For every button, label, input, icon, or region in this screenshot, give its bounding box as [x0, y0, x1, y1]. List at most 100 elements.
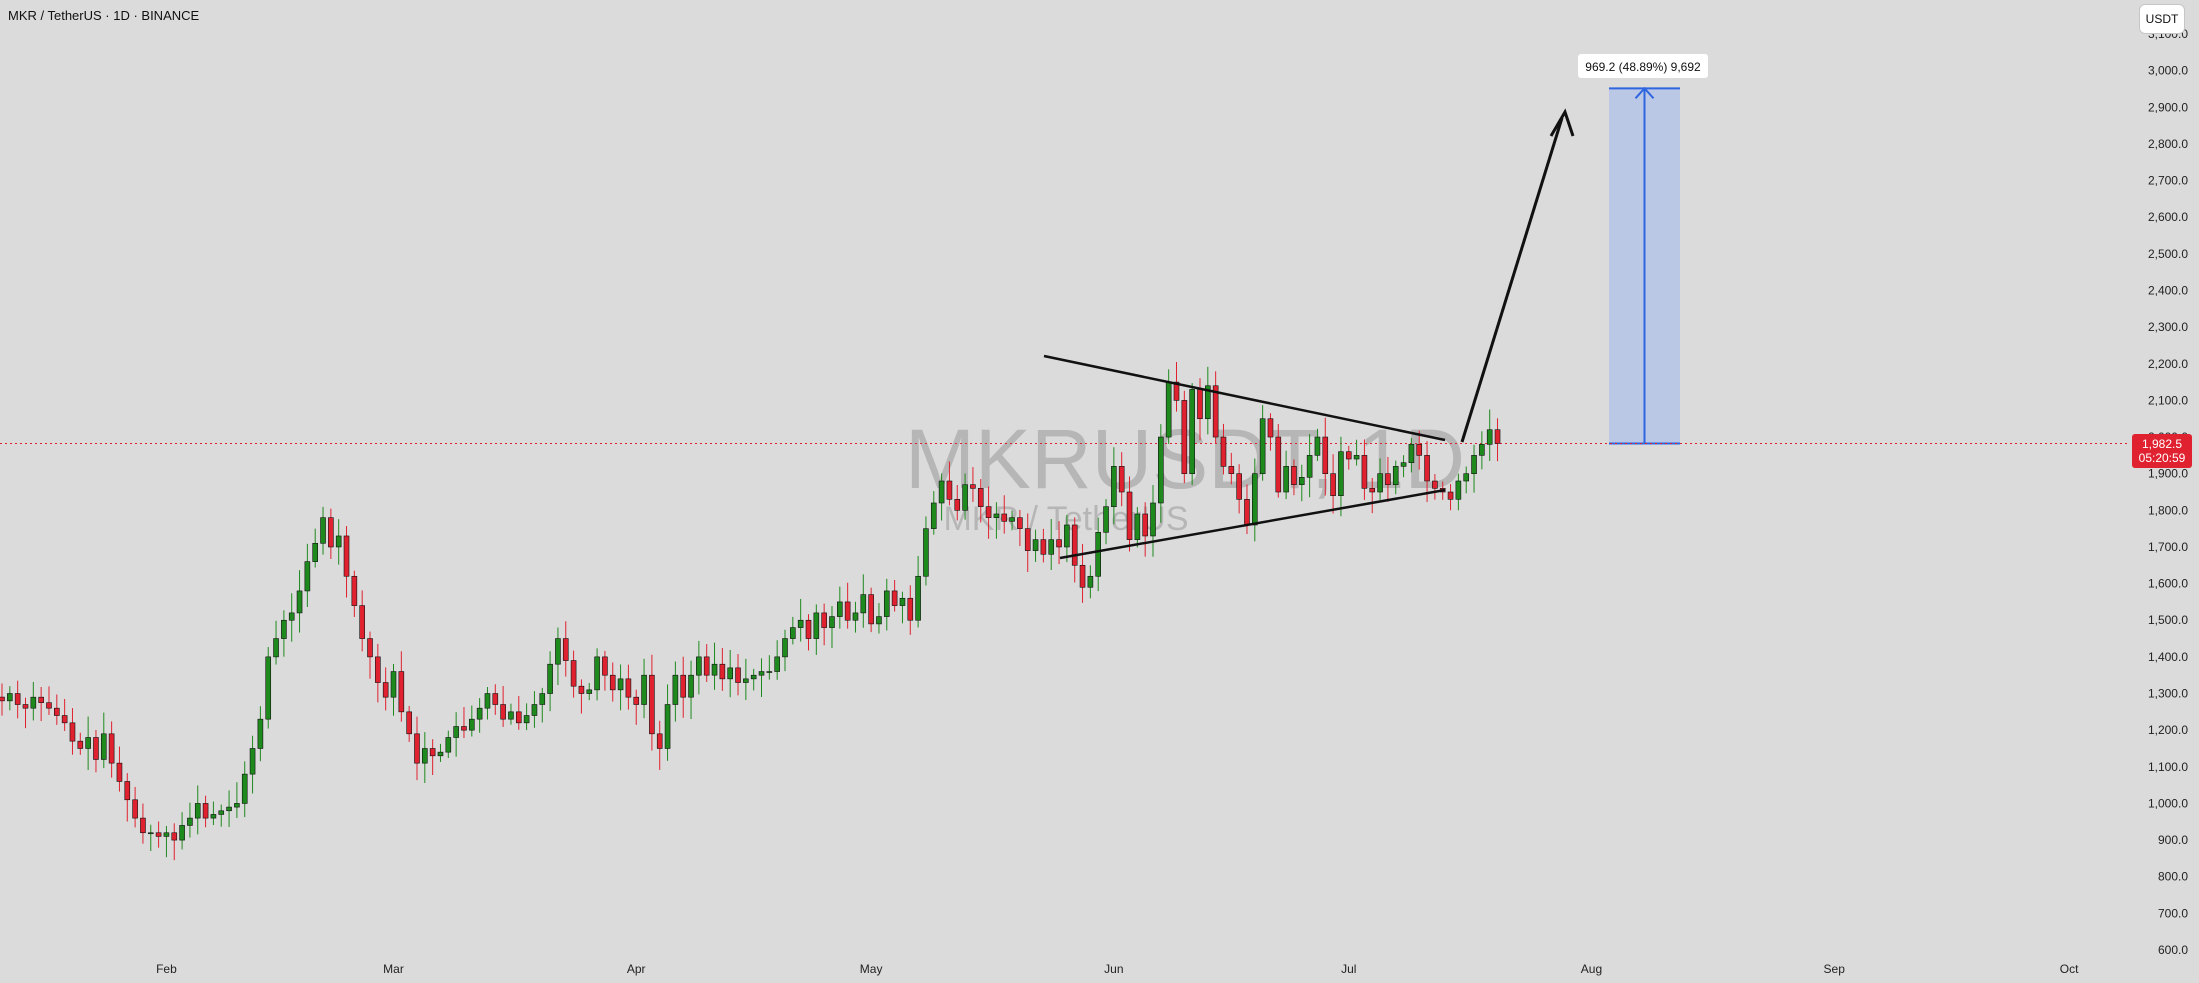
candle: [140, 803, 146, 844]
candle: [531, 691, 538, 728]
candle: [562, 621, 569, 677]
candle: [743, 658, 749, 700]
price-target-range[interactable]: 969.2 (48.89%) 9,692: [1578, 54, 1708, 445]
candle: [1040, 528, 1047, 563]
candle: [570, 650, 577, 698]
target-label: 969.2 (48.89%) 9,692: [1585, 60, 1701, 74]
candle: [304, 543, 311, 607]
candle: [868, 587, 874, 633]
candle: [296, 570, 303, 633]
candle: [500, 685, 506, 727]
candle: [320, 506, 326, 555]
y-tick-label: 600.0: [2158, 943, 2188, 957]
candle: [226, 790, 232, 827]
x-tick-label: Sep: [1824, 962, 1846, 976]
symbol-title: MKR / TetherUS · 1D · BINANCE: [8, 8, 200, 23]
candle: [1494, 418, 1501, 462]
candle: [1126, 476, 1133, 552]
candle: [100, 712, 107, 769]
candle: [1173, 361, 1180, 412]
time-axis[interactable]: Feb Mar Apr May Jun Jul Aug Sep Oct: [156, 962, 2079, 976]
triangle-upper-trendline[interactable]: [1043, 354, 1446, 442]
triangle-lower-trendline[interactable]: [1059, 488, 1446, 560]
candle: [758, 658, 765, 698]
candle: [578, 679, 585, 714]
candle: [476, 698, 483, 733]
candle: [930, 491, 937, 535]
candle: [656, 720, 663, 770]
candle: [727, 649, 733, 698]
candle: [163, 825, 170, 858]
candle: [1181, 390, 1188, 484]
candle: [1361, 439, 1368, 500]
candle: [790, 616, 796, 645]
candle: [422, 732, 428, 783]
candle: [617, 664, 624, 711]
candle: [406, 705, 412, 742]
candle: [1486, 409, 1493, 461]
candle: [492, 684, 499, 715]
candle: [688, 660, 694, 720]
x-tick-label: Oct: [2060, 962, 2079, 976]
y-tick-label: 1,800.0: [2148, 503, 2188, 517]
candle: [1017, 509, 1023, 547]
candle: [899, 591, 906, 624]
candle: [1056, 521, 1062, 565]
candle: [711, 642, 718, 690]
y-tick-label: 900.0: [2158, 833, 2188, 847]
candle: [821, 603, 827, 646]
currency-button[interactable]: USDT: [2139, 4, 2185, 34]
y-tick-label: 800.0: [2158, 870, 2188, 884]
breakout-arrow-line[interactable]: [1460, 117, 1564, 443]
candle: [1095, 517, 1101, 592]
candle: [273, 620, 279, 665]
candle: [77, 732, 84, 755]
candle: [555, 627, 561, 686]
candle: [508, 703, 514, 725]
candle: [61, 698, 68, 731]
candle: [453, 712, 459, 757]
candle: [1150, 485, 1156, 557]
candle: [750, 668, 757, 691]
y-tick-label: 1,600.0: [2148, 577, 2188, 591]
y-tick-label: 1,200.0: [2148, 723, 2188, 737]
target-label-box: [1578, 54, 1708, 78]
candle: [1322, 417, 1329, 496]
candle: [609, 662, 616, 702]
candle: [1103, 499, 1109, 545]
candle: [367, 631, 373, 679]
candle: [155, 821, 162, 848]
candle: [1447, 484, 1454, 511]
candle: [1306, 434, 1313, 498]
y-tick-label: 1,500.0: [2148, 613, 2188, 627]
candle: [602, 650, 608, 691]
candle: [375, 643, 381, 703]
candle: [1259, 405, 1266, 481]
y-tick-label: 1,000.0: [2148, 796, 2188, 810]
candle: [30, 681, 37, 721]
candle: [782, 629, 788, 672]
candle: [1298, 464, 1305, 502]
candle: [1353, 439, 1360, 466]
candle: [249, 735, 256, 794]
candle: [1001, 495, 1008, 534]
price-axis[interactable]: 600.0 700.0 800.0 900.0 1,000.0 1,100.0 1,200.…: [2148, 27, 2188, 957]
y-tick-label: 2,900.0: [2148, 100, 2188, 114]
candle: [351, 570, 358, 618]
candle: [328, 508, 334, 559]
current-price-badge: 1,982.5 05:20:59: [2132, 434, 2192, 468]
candle: [1275, 423, 1282, 498]
y-tick-label: 2,200.0: [2148, 357, 2188, 371]
candle: [69, 708, 76, 755]
candle: [1330, 454, 1336, 514]
candle: [335, 519, 342, 565]
candle: [147, 824, 154, 851]
candle: [547, 651, 553, 712]
candle: [46, 686, 52, 715]
candle: [1032, 529, 1039, 562]
candle: [1338, 436, 1344, 517]
current-price-value: 1,982.5: [2142, 437, 2182, 451]
candle: [672, 661, 679, 722]
candle: [1111, 447, 1117, 525]
